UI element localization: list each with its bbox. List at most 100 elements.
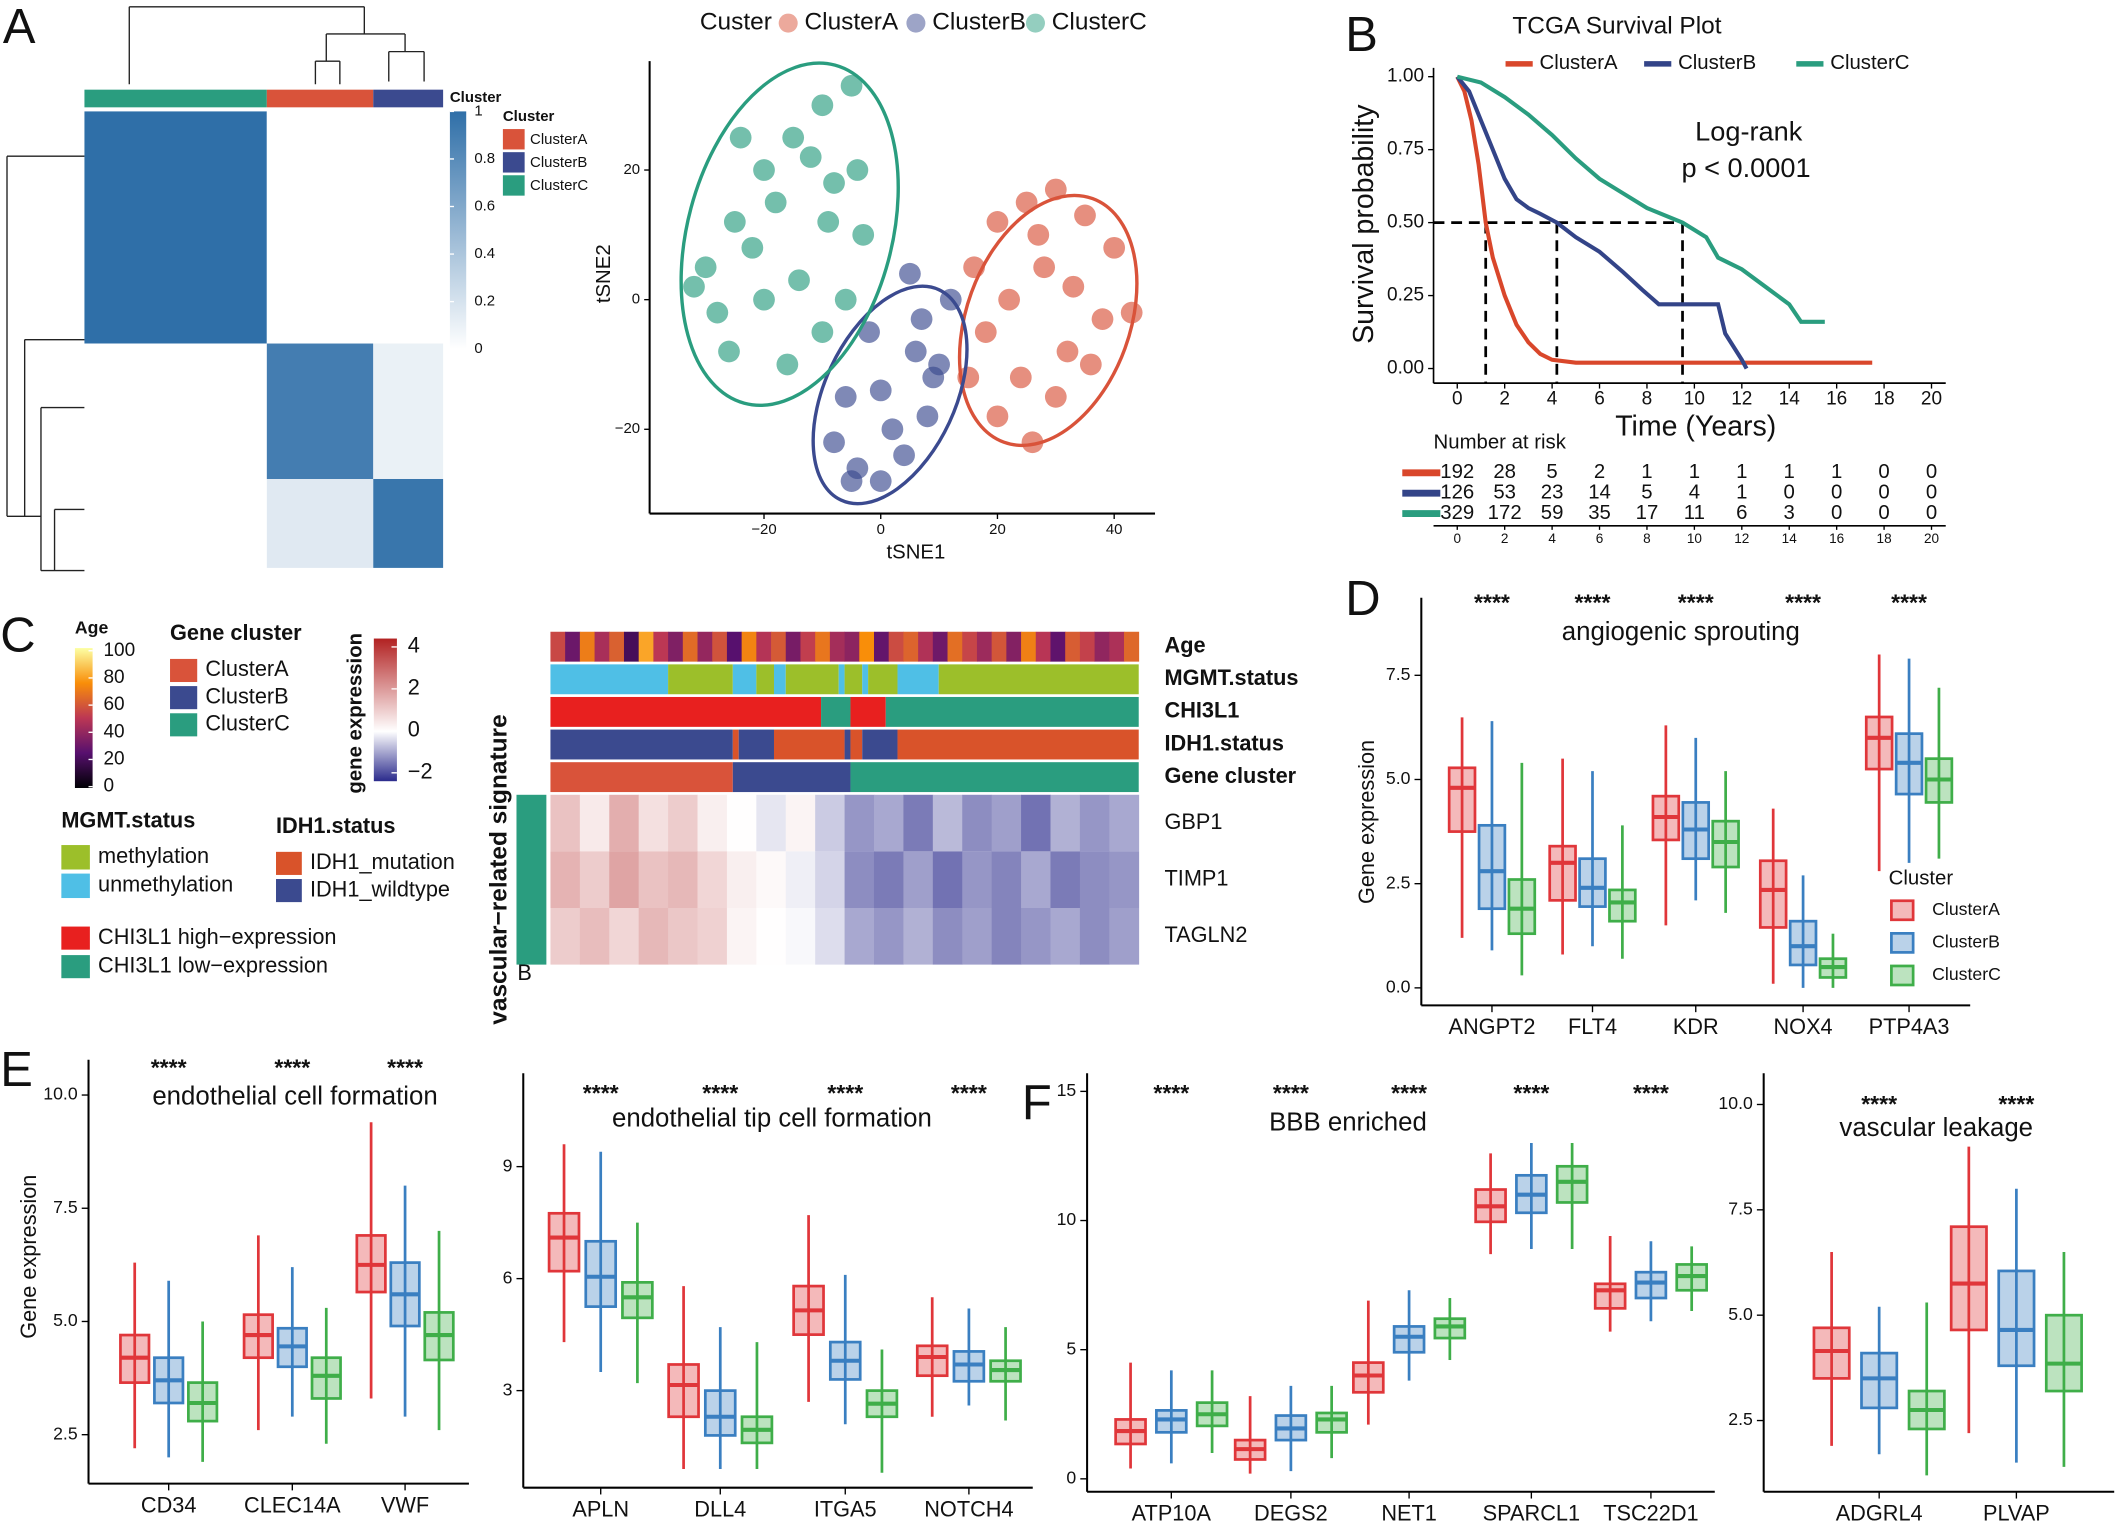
x-tick-label: KDR bbox=[1673, 1014, 1719, 1039]
box bbox=[1578, 857, 1607, 908]
track-segment bbox=[785, 664, 839, 695]
track-segment bbox=[550, 729, 733, 760]
box bbox=[1634, 1270, 1668, 1300]
age-cell bbox=[1109, 631, 1125, 662]
significance: **** bbox=[1678, 590, 1714, 616]
expression-cell bbox=[815, 908, 845, 965]
y-tick-label: 0.25 bbox=[1387, 285, 1424, 306]
track-label: Gene cluster bbox=[1165, 763, 1297, 788]
risk-time-label: 10 bbox=[1687, 531, 1703, 546]
point bbox=[893, 444, 915, 467]
legend-label: ClusterA bbox=[205, 656, 289, 681]
point bbox=[846, 159, 869, 181]
legend-swatch bbox=[502, 175, 525, 196]
point bbox=[1044, 178, 1067, 201]
box bbox=[1315, 1411, 1348, 1434]
x-tick-label: ITGA5 bbox=[814, 1497, 877, 1522]
y-axis-title: tSNE2 bbox=[593, 244, 615, 303]
box bbox=[703, 1389, 737, 1437]
track-segment bbox=[732, 729, 739, 760]
significance: **** bbox=[1153, 1080, 1189, 1106]
point bbox=[998, 288, 1020, 311]
significance: **** bbox=[1391, 1080, 1427, 1106]
box bbox=[1447, 766, 1477, 833]
risk-count: 0 bbox=[1784, 482, 1795, 504]
heatmap-cell bbox=[373, 478, 444, 568]
colorbar-label: 0 bbox=[474, 340, 482, 357]
box bbox=[1555, 1164, 1589, 1204]
x-tick-label: 4 bbox=[1547, 388, 1558, 409]
y-tick-label: 6 bbox=[503, 1267, 513, 1287]
chart-title: angiogenic sprouting bbox=[1562, 618, 1800, 646]
x-tick-label: 6 bbox=[1594, 388, 1605, 409]
risk-count: 59 bbox=[1541, 502, 1564, 524]
legend-swatch bbox=[1890, 899, 1915, 922]
age-cell bbox=[1006, 631, 1022, 662]
expression-cell bbox=[668, 794, 698, 852]
point bbox=[1074, 204, 1096, 227]
x-tick-label: 8 bbox=[1642, 388, 1653, 409]
y-tick-label: 3 bbox=[503, 1379, 513, 1399]
point bbox=[782, 126, 805, 149]
box bbox=[1997, 1269, 2036, 1368]
point bbox=[776, 353, 799, 376]
dendrogram-left bbox=[6, 155, 85, 572]
box bbox=[621, 1280, 654, 1320]
legend-label: ClusterC bbox=[1830, 52, 1909, 74]
legend-swatch bbox=[170, 658, 198, 683]
legend-marker bbox=[778, 13, 798, 33]
expression-cell bbox=[991, 908, 1022, 965]
track-label: IDH1.status bbox=[1165, 730, 1285, 755]
box bbox=[915, 1344, 949, 1378]
y-tick-label: 10 bbox=[1057, 1209, 1077, 1229]
legend-swatch bbox=[502, 129, 525, 150]
legend-label: ClusterC bbox=[205, 711, 289, 736]
y-tick-label: 5.0 bbox=[53, 1310, 78, 1330]
x-axis-title: Time (Years) bbox=[1615, 410, 1776, 442]
expression-cell bbox=[873, 851, 904, 909]
risk-count: 0 bbox=[1831, 482, 1842, 504]
track-label: CHI3L1 bbox=[1165, 698, 1240, 723]
survival-curve bbox=[1455, 75, 1873, 365]
chart-title: endothelial tip cell formation bbox=[612, 1104, 932, 1132]
point bbox=[1062, 275, 1085, 298]
age-cell bbox=[682, 631, 698, 662]
expression-cell bbox=[697, 851, 728, 909]
significance: **** bbox=[1633, 1080, 1669, 1106]
point bbox=[986, 405, 1009, 428]
box bbox=[1711, 819, 1740, 869]
age-cell bbox=[859, 631, 875, 662]
annotation: Log-rank bbox=[1695, 115, 1803, 146]
age-cell bbox=[565, 631, 581, 662]
x-tick-label: 14 bbox=[1779, 388, 1801, 409]
colorbar-label: −2 bbox=[408, 759, 433, 784]
track-segment bbox=[844, 664, 863, 695]
x-tick-label: PTP4A3 bbox=[1869, 1014, 1950, 1039]
legend-swatch bbox=[276, 851, 302, 875]
track-segment bbox=[885, 696, 1139, 727]
expression-cell bbox=[550, 794, 581, 852]
risk-count: 1 bbox=[1736, 482, 1747, 504]
box bbox=[2044, 1313, 2083, 1393]
dendrogram-top bbox=[128, 6, 425, 85]
x-tick-label: ANGPT2 bbox=[1449, 1014, 1536, 1039]
risk-table-title: Number at risk bbox=[1434, 431, 1567, 453]
box bbox=[1477, 823, 1507, 911]
risk-count: 0 bbox=[1878, 461, 1889, 483]
x-tick-label: CD34 bbox=[141, 1492, 197, 1517]
y-tick-label: 2.5 bbox=[53, 1423, 78, 1443]
track-segment bbox=[756, 664, 774, 695]
box bbox=[1548, 844, 1577, 902]
age-cell bbox=[1065, 631, 1081, 662]
legend-swatch bbox=[170, 713, 198, 737]
box bbox=[584, 1239, 618, 1308]
expression-cell bbox=[785, 794, 816, 852]
track-segment bbox=[550, 664, 669, 695]
colorbar bbox=[449, 111, 467, 350]
confidence-ellipse bbox=[679, 61, 900, 407]
chart-title: TCGA Survival Plot bbox=[1512, 13, 1721, 40]
y-tick-label: 7.5 bbox=[53, 1197, 78, 1217]
x-tick-label: 18 bbox=[1874, 388, 1895, 409]
expression-cell bbox=[1021, 794, 1051, 852]
expression-cell bbox=[1079, 851, 1110, 909]
